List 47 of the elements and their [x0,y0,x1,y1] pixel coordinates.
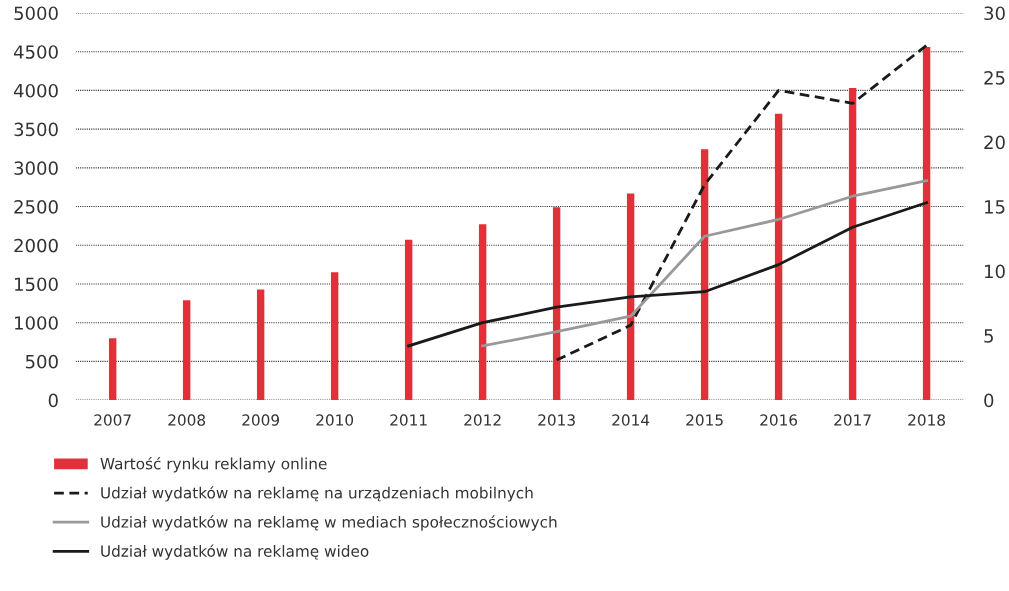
y-tick-label: 4000 [13,83,58,98]
bar [256,289,265,401]
x-tick-label: 2017 [834,414,871,426]
y-tick-label: 2000 [14,238,58,253]
x-tick-label: 2009 [242,414,280,426]
y-tick-label: 4500 [13,45,58,59]
bar [626,193,635,401]
bar [330,272,339,401]
x-tick-label: 2012 [464,414,501,426]
x-tick-label: 2015 [686,414,723,426]
legend-label: Udział wydatków na reklamę wideo [101,544,369,560]
y-tick-label: 5000 [14,6,58,21]
x-tick-label: 2018 [908,414,945,426]
x-tick-label: 2014 [612,414,650,426]
bar [108,338,117,401]
y-tick-label: 1000 [15,316,58,330]
bar [182,300,191,401]
y2-tick-label: 0 [984,393,994,408]
y2-tick-label: 5 [984,329,993,343]
y2-tick-label: 10 [985,264,1005,279]
legend-label: Wartość rynku reklamy online [100,457,327,473]
x-tick-label: 2008 [168,414,206,426]
y-tick-label: 0 [48,393,58,408]
y2-tick-label: 30 [984,6,1005,21]
y2-tick-label: 20 [984,135,1005,150]
legend-label: Udział wydatków na reklamę w mediach społecznościowych [101,515,557,531]
x-tick-label: 2007 [94,414,131,426]
y-tick-label: 2500 [14,200,58,214]
x-tick-label: 2011 [390,414,427,426]
bar [404,239,413,401]
legend-label: Udział wydatków na reklamę na urządzeniach mobilnych [101,486,533,502]
bar [922,47,931,401]
bar [700,149,709,401]
bar [774,113,783,401]
bar [478,224,487,401]
y2-tick-label: 15 [985,200,1005,214]
y-tick-label: 500 [25,354,58,369]
bar [552,207,561,401]
x-tick-label: 2013 [538,414,575,426]
x-tick-label: 2016 [760,414,798,426]
y-tick-label: 1500 [15,277,58,292]
y-tick-label: 3500 [14,122,58,137]
x-tick-label: 2010 [316,414,354,426]
line-series [481,179,928,348]
y2-tick-label: 25 [984,70,1005,85]
bar [848,88,857,401]
y-tick-label: 3000 [14,161,58,175]
